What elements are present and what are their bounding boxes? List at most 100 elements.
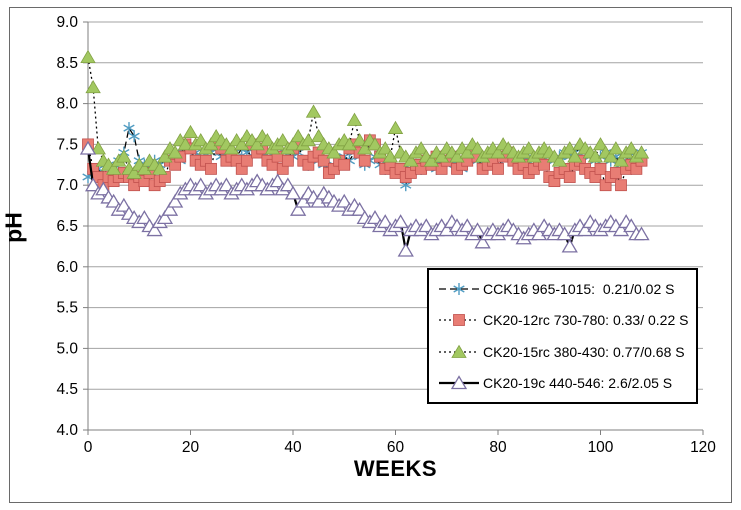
- open-triangle-marker: [95, 181, 112, 196]
- y-tick-label: 6.5: [56, 218, 78, 235]
- x-tick-label: 0: [84, 439, 93, 456]
- triangle-marker: [387, 120, 404, 134]
- triangle-marker: [182, 124, 199, 139]
- x-tick-label: 80: [489, 439, 507, 456]
- square-marker: [615, 179, 627, 192]
- open-triangle-marker: [192, 177, 209, 192]
- triangle-marker: [126, 165, 142, 179]
- square-marker: [594, 162, 607, 175]
- triangle-marker: [377, 141, 393, 155]
- open-triangle-solid-line-icon: [439, 375, 479, 390]
- triangle-marker: [136, 161, 153, 175]
- asterisk-marker: [453, 282, 465, 295]
- y-tick-label: 5.0: [56, 340, 78, 357]
- open-triangle-marker: [612, 222, 630, 237]
- square-marker: [281, 154, 294, 167]
- triangle-marker: [449, 149, 465, 163]
- square-marker: [492, 162, 504, 175]
- triangle-marker: [451, 344, 467, 358]
- y-tick-label: 8.0: [56, 96, 78, 113]
- series-2-markers: [80, 49, 650, 179]
- triangle-marker: [167, 145, 183, 159]
- y-axis-title: pH: [0, 212, 27, 243]
- triangle-marker: [157, 149, 173, 163]
- open-triangle-marker: [310, 193, 327, 208]
- triangle-marker: [234, 137, 250, 151]
- triangle-marker: [275, 133, 291, 147]
- open-triangle-marker: [84, 177, 102, 192]
- open-triangle-marker: [633, 226, 650, 241]
- y-tick-label: 5.5: [56, 300, 78, 317]
- triangle-marker: [152, 161, 168, 175]
- open-triangle-marker: [79, 140, 97, 155]
- triangle-marker: [351, 133, 368, 147]
- open-triangle-marker: [269, 173, 286, 188]
- open-triangle-marker: [450, 375, 468, 390]
- legend-label: CK20-15rc 380-430: 0.77/0.68 S: [483, 343, 685, 360]
- legend: CCK16 965-1015: 0.21/0.02 S CK20-12rc 73…: [427, 268, 698, 404]
- square-marker: [358, 154, 371, 167]
- triangle-marker: [423, 153, 440, 167]
- legend-item-cck16: CCK16 965-1015: 0.21/0.02 S: [437, 274, 692, 304]
- open-triangle-marker: [556, 226, 573, 241]
- triangle-marker: [249, 137, 265, 151]
- square-marker: [453, 314, 465, 327]
- triangle-marker: [285, 137, 301, 151]
- open-triangle-marker: [469, 222, 486, 237]
- open-triangle-marker: [279, 177, 297, 192]
- triangle-marker: [592, 137, 609, 151]
- asterisk-marker: [128, 130, 140, 143]
- triangle-marker: [223, 141, 240, 155]
- legend-label: CCK16 965-1015: 0.21/0.02 S: [483, 280, 675, 297]
- triangle-dotted-line-icon: [439, 344, 479, 358]
- asterisk-marker: [123, 122, 135, 135]
- asterisk-dashed-line-icon: [439, 282, 479, 295]
- triangle-marker: [105, 161, 122, 175]
- square-dotted-line-icon: [439, 314, 479, 327]
- open-triangle-marker: [289, 201, 307, 216]
- square-marker: [338, 158, 351, 171]
- square-marker: [317, 154, 330, 167]
- triangle-marker: [551, 153, 568, 167]
- x-tick-label: 40: [284, 439, 302, 456]
- open-triangle-marker: [166, 193, 184, 208]
- triangle-marker: [300, 133, 317, 147]
- triangle-marker: [413, 141, 429, 155]
- triangle-marker: [90, 141, 106, 155]
- legend-item-ck20-15rc: CK20-15rc 380-430: 0.77/0.68 S: [437, 337, 692, 367]
- triangle-marker: [521, 141, 537, 155]
- y-tick-label: 8.5: [56, 55, 78, 72]
- triangle-marker: [382, 149, 399, 163]
- open-triangle-marker: [105, 193, 122, 208]
- triangle-marker: [608, 141, 624, 155]
- triangle-marker: [562, 141, 578, 155]
- open-triangle-marker: [218, 177, 235, 192]
- series-3-markers: [79, 140, 650, 257]
- y-tick-label: 4.5: [56, 381, 78, 398]
- open-triangle-marker: [161, 201, 179, 216]
- triangle-marker: [459, 145, 475, 159]
- open-triangle-marker: [377, 214, 394, 229]
- open-triangle-marker: [576, 222, 594, 237]
- open-triangle-marker: [115, 197, 133, 212]
- y-tick-label: 6.0: [56, 259, 78, 276]
- open-triangle-marker: [366, 210, 384, 224]
- triangle-marker: [80, 49, 96, 63]
- y-tick-label: 9.0: [56, 14, 78, 31]
- x-tick-label: 100: [588, 439, 614, 456]
- triangle-marker: [490, 145, 506, 159]
- square-marker: [538, 158, 551, 171]
- open-triangle-marker: [295, 193, 312, 208]
- triangle-marker: [326, 145, 342, 159]
- triangle-marker: [567, 149, 583, 163]
- open-triangle-marker: [623, 218, 640, 233]
- open-triangle-marker: [136, 210, 153, 224]
- square-marker: [240, 154, 253, 167]
- square-marker: [609, 167, 622, 179]
- triangle-marker: [310, 128, 327, 143]
- triangle-marker: [623, 141, 639, 155]
- triangle-marker: [603, 149, 619, 163]
- square-marker: [563, 171, 576, 183]
